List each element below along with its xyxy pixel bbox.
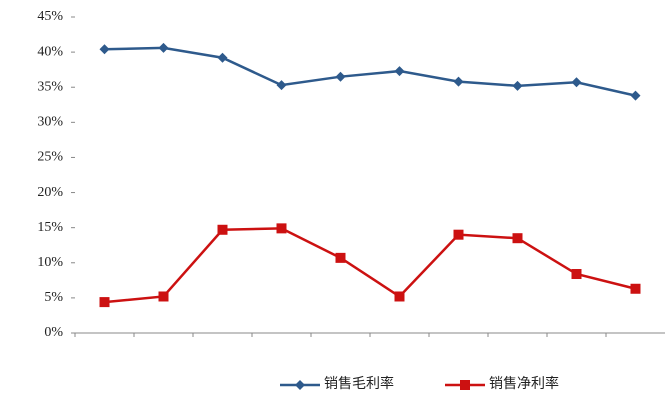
point [99,297,110,308]
point [630,90,641,101]
y-tick-label: 15% [37,220,63,235]
y-tick-label: 5% [44,290,63,305]
y-tick-label: 10% [37,255,63,270]
point [276,223,287,234]
point [571,269,582,280]
legend-label: 销售净利率 [489,375,559,392]
y-tick-label: 40% [37,44,63,59]
series-line [104,227,636,304]
point [630,283,641,294]
point [158,42,169,53]
legend-marker [295,380,305,390]
point [453,76,464,87]
legend-marker [460,380,470,390]
series-line [104,46,636,97]
point [276,80,287,91]
point [335,252,346,263]
legend-label: 销售毛利率 [324,375,394,392]
point [158,291,169,302]
point [512,80,523,91]
y-tick-label: 45% [37,9,63,24]
y-tick-label: 35% [37,79,63,94]
y-tick-label: 0% [44,325,63,340]
point [453,229,464,240]
point [512,233,523,244]
point [217,224,228,235]
point [99,44,110,55]
point [335,71,346,82]
y-tick-label: 30% [37,115,63,130]
y-tick-label: 25% [37,150,63,165]
point [571,77,582,88]
y-tick-label: 20% [37,185,63,200]
point [394,66,405,77]
point [217,52,228,63]
point [394,291,405,302]
